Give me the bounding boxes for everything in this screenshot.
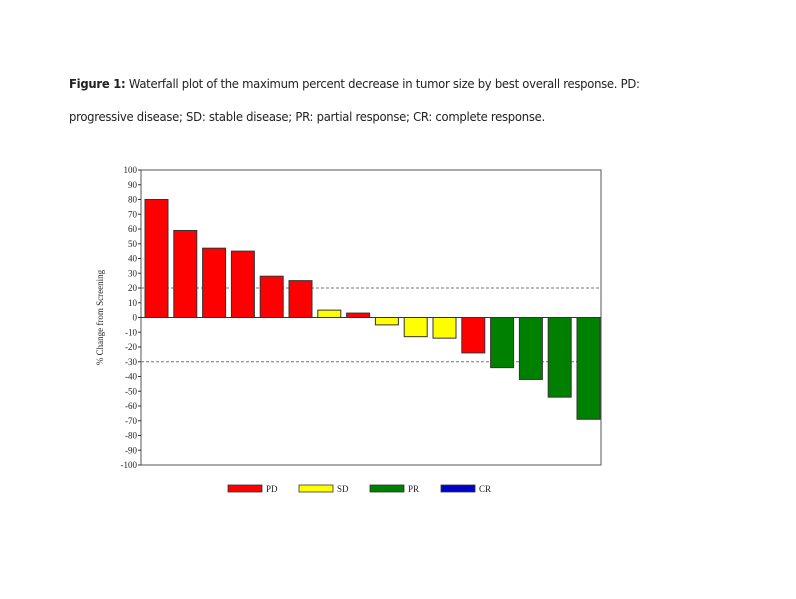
bar-pr	[547, 317, 572, 398]
y-tick-label: 20	[128, 283, 138, 293]
y-tick-label: 70	[128, 209, 138, 219]
y-axis-label: % Change from Screening	[95, 269, 105, 365]
legend-swatch-pr	[369, 484, 405, 493]
bar-sd	[317, 309, 342, 318]
caption-text-2: progressive disease; SD: stable disease;…	[69, 109, 545, 124]
y-tick-label: 100	[124, 165, 138, 175]
y-tick-label: -100	[121, 460, 138, 470]
y-tick-label: 80	[128, 195, 138, 205]
y-tick-label: -20	[125, 342, 137, 352]
y-tick-label: 40	[128, 254, 138, 264]
y-tick-label: 30	[128, 268, 138, 278]
figure-label: Figure 1:	[69, 76, 126, 91]
y-tick-label: 60	[128, 224, 138, 234]
legend-label-sd: SD	[337, 484, 349, 494]
y-tick-label: -10	[125, 327, 137, 337]
bar-pd	[202, 247, 227, 318]
y-tick-label: -30	[125, 357, 137, 367]
y-tick-label: 10	[128, 298, 138, 308]
bar-sd	[374, 317, 399, 326]
bar-pd	[173, 229, 198, 319]
y-tick-label: -70	[125, 416, 137, 426]
y-tick-label: -80	[125, 431, 137, 441]
bar-pr	[518, 317, 543, 380]
figure-caption-line1: Figure 1: Waterfall plot of the maximum …	[69, 76, 640, 91]
legend-swatch-cr	[440, 484, 476, 493]
y-tick-label: -60	[125, 401, 137, 411]
bar-sd	[432, 317, 457, 339]
y-tick-label: 50	[128, 239, 138, 249]
y-tick-label: 90	[128, 180, 138, 190]
bar-pd	[144, 199, 169, 318]
y-tick-label: -50	[125, 386, 137, 396]
bar-pd	[288, 280, 313, 318]
legend-label-pd: PD	[266, 484, 278, 494]
y-tick-label: -40	[125, 372, 137, 382]
y-tick-label: -90	[125, 445, 137, 455]
bar-pd	[230, 250, 255, 318]
legend-swatch-sd	[298, 484, 334, 493]
bar-pd	[259, 275, 284, 319]
y-tick-label: 0	[133, 313, 138, 323]
legend-label-pr: PR	[408, 484, 419, 494]
bar-pr	[576, 317, 601, 420]
bar-sd	[403, 317, 428, 338]
bar-pr	[490, 317, 515, 369]
legend-label-cr: CR	[479, 484, 491, 494]
bar-pd	[461, 317, 486, 354]
caption-text-1: Waterfall plot of the maximum percent de…	[128, 76, 640, 91]
legend-swatch-pd	[227, 484, 263, 493]
bar-pd	[346, 312, 371, 319]
